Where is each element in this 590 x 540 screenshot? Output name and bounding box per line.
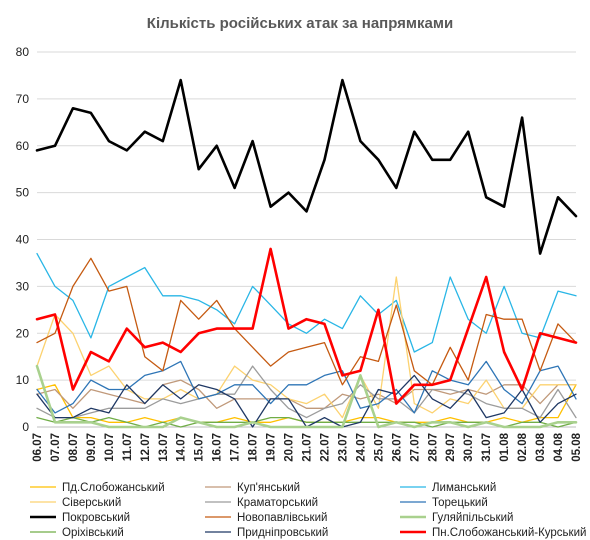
y-tick-label: 0 (22, 420, 29, 434)
x-tick-label: 24.07 (355, 433, 367, 462)
y-tick-label: 20 (16, 326, 30, 340)
y-tick-label: 10 (16, 373, 30, 387)
x-tick-label: 04.08 (553, 432, 565, 461)
x-tick-label: 26.07 (391, 433, 403, 462)
series-line (36, 365, 577, 419)
x-tick-label: 27.07 (409, 433, 421, 462)
series-layer (35, 78, 578, 429)
x-tick-label: 29.07 (445, 433, 457, 462)
series-line (36, 257, 577, 386)
series-line (35, 247, 578, 405)
legend-label: Гуляйпільський (432, 512, 513, 524)
x-tick-label: 08.07 (68, 433, 80, 462)
y-tick-label: 50 (16, 186, 30, 200)
x-tick-label: 18.07 (248, 433, 260, 462)
y-tick-label: 70 (16, 92, 30, 106)
legend-label: Сіверський (62, 497, 121, 509)
x-tick-label: 12.07 (140, 433, 152, 462)
x-tick-label: 28.07 (427, 433, 439, 462)
x-tick-label: 23.07 (337, 433, 349, 462)
legend: Пд.Слобожанський Куп'янський Лиманський Сів… (30, 482, 586, 539)
x-tick-label: 07.07 (50, 433, 62, 462)
x-tick-label: 22.07 (319, 433, 331, 462)
x-tick-label: 25.07 (373, 433, 385, 462)
y-tick-label: 30 (16, 279, 30, 293)
legend-label: Придніпровський (237, 527, 328, 539)
x-tick-label: 02.08 (517, 432, 529, 461)
legend-label: Новопавлівський (237, 512, 327, 524)
x-tick-label: 14.07 (176, 433, 188, 462)
series-line (36, 374, 577, 428)
x-tick-label: 13.07 (158, 433, 170, 462)
x-tick-label: 31.07 (481, 433, 493, 462)
series-line (35, 78, 578, 255)
x-tick-label: 06.07 (32, 433, 44, 462)
y-tick-label: 40 (16, 233, 30, 247)
x-tick-label: 19.07 (266, 433, 278, 462)
legend-label: Куп'янський (237, 482, 300, 494)
x-tick-label: 11.07 (122, 433, 134, 461)
legend-label: Краматорський (237, 497, 318, 509)
x-tick-label: 10.07 (104, 433, 116, 462)
x-tick-label: 03.08 (535, 432, 547, 461)
x-tick-label: 16.07 (212, 433, 224, 462)
x-tick-label: 30.07 (463, 433, 475, 462)
series-line (35, 364, 578, 429)
axis-layer: 0 10 20 30 40 50 60 70 80 06.07 07.07 08.07 09.07 10.… (16, 45, 583, 462)
x-tick-label: 17.07 (230, 433, 242, 462)
legend-label: Лиманський (432, 482, 496, 494)
legend-label: Пн.Слобожанський-Курський (432, 527, 586, 539)
legend-label: Оріхівський (62, 527, 124, 539)
x-tick-label: 21.07 (302, 433, 314, 462)
legend-label: Торецький (432, 497, 488, 509)
x-tick-label: 15.07 (194, 433, 206, 462)
chart-title: Кількість російських атак за напрямками (147, 15, 453, 32)
series-line (36, 252, 577, 353)
grid-layer (37, 51, 576, 428)
y-tick-label: 80 (16, 45, 30, 59)
x-tick-label: 20.07 (284, 433, 296, 462)
legend-label: Покровський (62, 512, 130, 524)
x-tick-label: 05.08 (571, 432, 583, 461)
series-line (36, 379, 577, 409)
y-tick-label: 60 (16, 139, 30, 153)
legend-label: Пд.Слобожанський (62, 482, 165, 494)
x-tick-label: 09.07 (86, 433, 98, 462)
x-tick-label: 01.08 (499, 432, 511, 461)
series-line (36, 360, 577, 414)
